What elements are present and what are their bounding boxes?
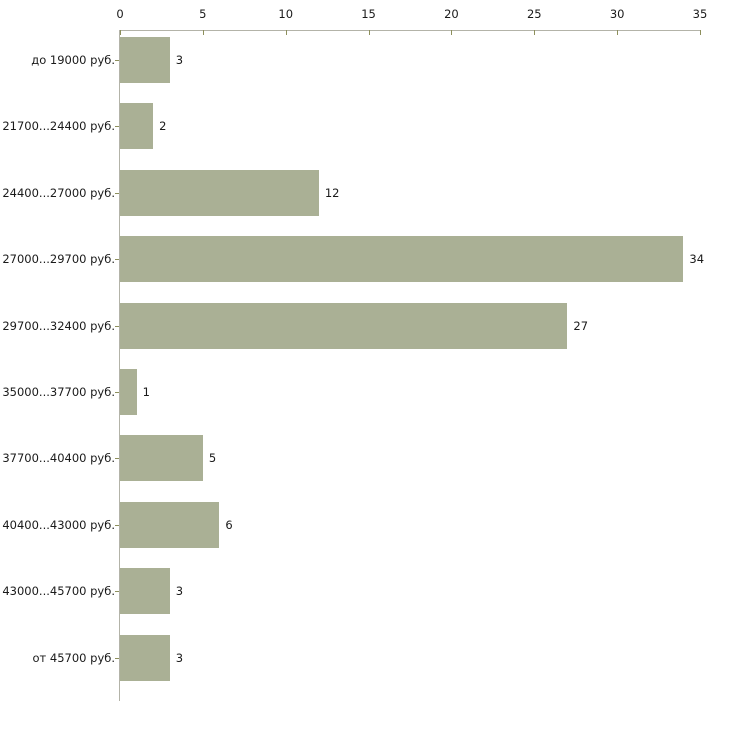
category-label: 21700...24400 руб. [2, 119, 115, 134]
category-label: 40400...43000 руб. [2, 517, 115, 532]
category-label: 24400...27000 руб. [2, 185, 115, 200]
bar-row[interactable]: 3 [120, 634, 700, 681]
bar-row[interactable]: 6 [120, 501, 700, 548]
x-axis-tick-label: 15 [361, 7, 376, 21]
bar-value-label: 1 [142, 385, 150, 399]
y-axis-tick [115, 591, 119, 593]
category-label: 37700...40400 руб. [2, 451, 115, 466]
bar-row[interactable]: 3 [120, 568, 700, 615]
bar[interactable] [120, 236, 684, 283]
bar-value-label: 3 [175, 53, 184, 67]
x-axis-tick [451, 30, 453, 35]
bar-value-label: 5 [208, 451, 217, 466]
bar[interactable] [120, 501, 220, 548]
y-axis-tick [115, 392, 119, 393]
x-axis-tick [534, 30, 536, 35]
y-axis-tick [115, 325, 119, 327]
y-axis-tick [115, 192, 119, 194]
bar[interactable] [120, 634, 170, 681]
x-axis-tick-label: 10 [278, 7, 294, 21]
bar-row[interactable]: 1 [120, 369, 700, 415]
x-axis-tick [285, 30, 287, 35]
y-axis-tick [115, 657, 119, 659]
x-axis-tick-label: 20 [444, 7, 459, 21]
bar[interactable] [120, 568, 170, 615]
y-axis-tick [115, 60, 119, 61]
bar[interactable] [120, 103, 154, 150]
x-axis-tick-label: 30 [609, 7, 625, 21]
y-axis-tick [115, 458, 119, 460]
x-axis-tick-label: 25 [526, 7, 542, 21]
y-axis-labels: до 19000 руб. 21700...24400 руб. 24400...2… [0, 30, 115, 701]
category-label: до 19000 руб. [31, 53, 115, 67]
y-axis-line [115, 30, 120, 701]
category-label: 27000...29700 руб. [2, 252, 115, 267]
bar[interactable] [120, 302, 568, 349]
bar-row[interactable]: 3 [120, 37, 700, 83]
bar-value-label: 6 [225, 517, 233, 532]
bar[interactable] [120, 169, 319, 216]
x-axis-tick-label: 5 [199, 7, 207, 21]
plot-area: 3 2 12 34 27 1 5 6 3 3 [120, 30, 704, 701]
y-axis-tick [115, 259, 119, 261]
category-label: от 45700 руб. [32, 650, 115, 665]
x-axis-tick-label: 35 [692, 7, 708, 21]
bar-value-label: 2 [159, 119, 167, 134]
bar[interactable] [120, 369, 137, 415]
bar-row[interactable]: 34 [120, 236, 704, 283]
bar-value-label: 27 [573, 318, 589, 333]
category-label: 29700...32400 руб. [2, 318, 115, 333]
x-axis-tick [617, 30, 619, 35]
bar-row[interactable]: 2 [120, 103, 700, 150]
x-axis-tick [368, 30, 370, 35]
x-axis-tick [202, 30, 204, 35]
x-axis-tick-label: 0 [116, 7, 124, 21]
x-axis-tick [700, 30, 701, 35]
bar-value-label: 34 [689, 252, 705, 267]
bar[interactable] [120, 435, 203, 482]
category-label: 35000...37700 руб. [2, 385, 115, 399]
y-axis-tick [115, 126, 119, 128]
bar-value-label: 3 [175, 650, 184, 665]
y-axis-tick [115, 524, 119, 526]
bar-row[interactable]: 12 [120, 169, 700, 216]
bar-row[interactable]: 27 [120, 302, 700, 349]
x-axis-tick [120, 30, 121, 35]
bar[interactable] [120, 37, 170, 83]
bar-value-label: 12 [324, 185, 340, 200]
bar-value-label: 3 [175, 584, 184, 599]
bar-row[interactable]: 5 [120, 435, 700, 482]
category-label: 43000...45700 руб. [2, 584, 115, 599]
x-axis-line: 0 5 10 15 20 25 30 35 [116, 8, 707, 35]
